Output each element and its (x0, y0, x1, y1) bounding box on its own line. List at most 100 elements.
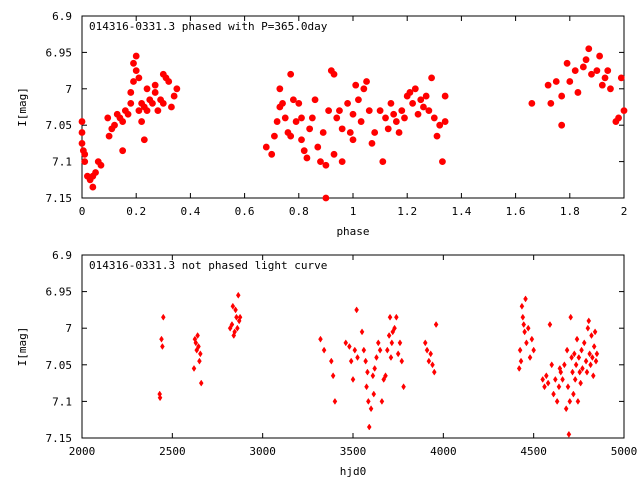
data-point (375, 339, 381, 347)
data-point (593, 357, 599, 365)
data-point (574, 89, 582, 96)
x-axis-label: hjd0 (340, 465, 367, 478)
data-point (517, 346, 523, 354)
data-point (191, 365, 197, 372)
data-point (279, 99, 286, 107)
data-point (370, 372, 376, 380)
data-point (385, 346, 390, 354)
data-point (428, 74, 435, 82)
data-point (596, 52, 604, 60)
data-point (593, 67, 601, 74)
data-point (574, 335, 580, 343)
x-tick-label: 3500 (340, 445, 367, 458)
data-point (592, 328, 598, 336)
data-point (583, 357, 589, 365)
data-point (132, 52, 140, 60)
data-point (119, 118, 127, 125)
data-point (433, 321, 439, 328)
x-tick-label: 0.4 (180, 205, 200, 218)
data-point (409, 99, 417, 107)
data-point (332, 397, 338, 405)
data-point (235, 324, 240, 332)
data-point (578, 379, 583, 387)
data-point (426, 357, 432, 365)
data-point (360, 85, 368, 93)
data-point (311, 96, 319, 104)
x-tick-label: 1 (350, 205, 357, 218)
data-point (140, 136, 148, 144)
data-point (349, 110, 357, 118)
data-point (322, 194, 330, 202)
data-point (314, 143, 322, 151)
data-point (406, 89, 414, 96)
data-point (560, 375, 565, 383)
data-point (388, 354, 394, 361)
data-point (365, 368, 370, 376)
data-point (130, 78, 137, 85)
data-point (591, 343, 597, 350)
data-point (414, 110, 422, 118)
data-point (197, 357, 202, 365)
data-point (130, 59, 137, 67)
unphased-light-curve-panel: 2000 2500 3000 3500 4000 4500 5000 6.9 6.95 7 7.05… (16, 249, 637, 478)
data-point (571, 67, 579, 74)
data-point (363, 78, 370, 85)
data-point (347, 343, 352, 350)
data-point (580, 365, 585, 372)
data-point (350, 375, 356, 383)
data-point (397, 339, 403, 347)
data-point (386, 332, 392, 339)
x-tick-label: 1.8 (560, 205, 580, 218)
data-point (372, 365, 377, 372)
data-point (563, 405, 569, 413)
data-point (567, 397, 573, 405)
data-point (322, 161, 330, 169)
data-point (545, 379, 551, 387)
data-point (520, 313, 526, 321)
data-point (577, 368, 583, 376)
data-point (81, 158, 89, 166)
data-point (568, 313, 574, 321)
data-point (588, 70, 595, 78)
data-point (558, 92, 566, 100)
x-tick-label: 4500 (520, 445, 547, 458)
x-tick-label: 4000 (430, 445, 457, 458)
data-point (105, 132, 113, 140)
data-point (352, 346, 358, 354)
data-point (154, 107, 162, 115)
data-point (149, 99, 156, 107)
x-tick-label: 0.6 (235, 205, 255, 218)
data-point (151, 89, 159, 96)
data-point (604, 67, 612, 74)
data-point (298, 114, 305, 122)
data-point (582, 56, 590, 64)
data-point (590, 354, 595, 361)
data-point (430, 114, 438, 122)
data-point (575, 397, 581, 405)
phased-light-curve-panel: 0 0.2 0.4 0.6 0.8 1 1.2 1.4 1.6 1.8 2 6.9 6.95 7 7.05 7… (16, 10, 628, 238)
data-point (547, 321, 553, 328)
data-point (576, 354, 582, 361)
data-point (338, 125, 346, 133)
data-point (585, 45, 593, 53)
data-point (361, 346, 367, 354)
data-point (566, 78, 574, 85)
data-point (529, 335, 535, 343)
data-point (111, 121, 118, 129)
data-point (390, 110, 398, 118)
data-point (551, 390, 556, 398)
data-point (527, 354, 533, 361)
data-point (383, 372, 388, 380)
data-point (366, 423, 372, 431)
data-point (151, 81, 159, 89)
data-point (523, 295, 528, 303)
data-point (317, 158, 324, 166)
data-point (262, 143, 270, 151)
data-point (547, 99, 555, 107)
data-point (78, 129, 86, 136)
data-point (572, 350, 577, 358)
data-point (521, 321, 527, 328)
data-point (336, 107, 343, 115)
data-point (198, 379, 204, 387)
y-axis-label: I[mag] (16, 87, 29, 127)
